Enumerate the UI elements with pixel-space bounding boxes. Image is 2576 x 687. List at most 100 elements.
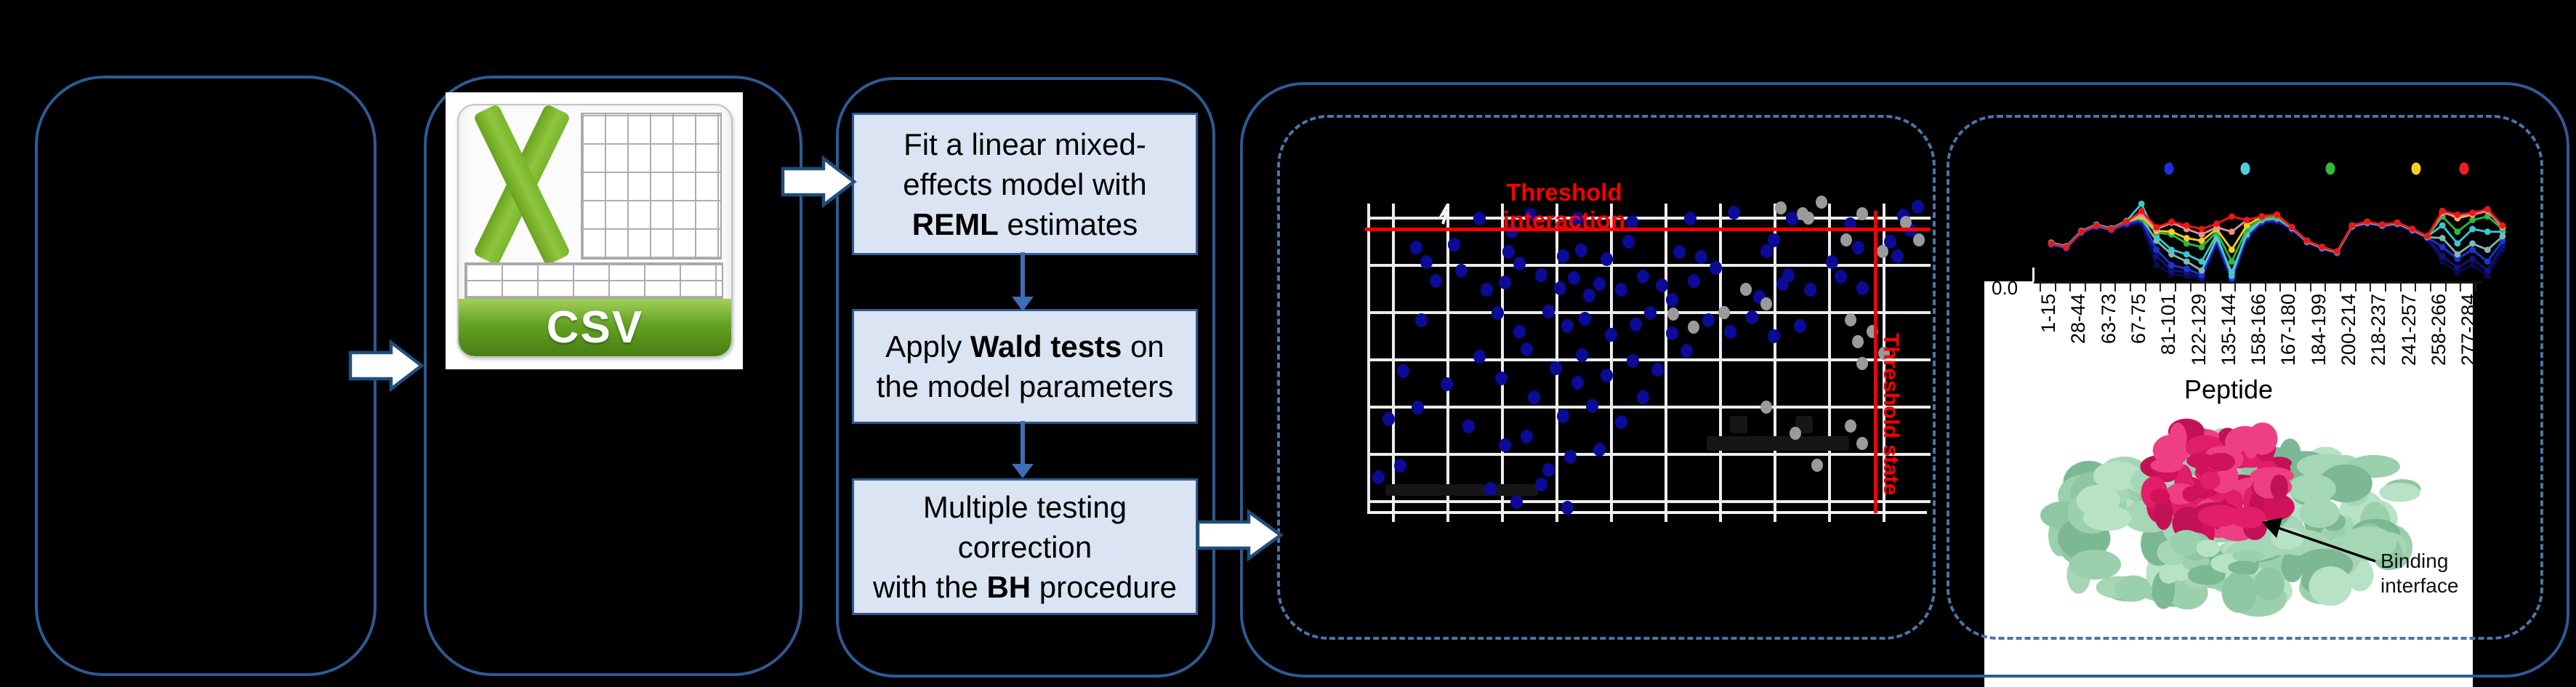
uptake-marker (2198, 267, 2205, 274)
data-point (1550, 361, 1562, 375)
flow-step-line: Apply Wald tests on (885, 329, 1164, 363)
uptake-marker (2183, 240, 2190, 247)
uptake-marker (2063, 244, 2070, 251)
protein-structure-image (2040, 418, 2421, 617)
gridline-v (1665, 204, 1667, 513)
data-point (1462, 419, 1475, 433)
uptake-marker (2123, 218, 2130, 225)
scatter-title: Threshold interaction (1502, 179, 1626, 233)
uptake-marker (2379, 221, 2386, 228)
data-point (1557, 409, 1569, 423)
uptake-line-chart (2048, 162, 2506, 284)
data-point (1651, 363, 1664, 377)
legend-dot (2325, 162, 2335, 175)
axis-tick (2325, 284, 2327, 292)
axis-tick (2099, 284, 2101, 292)
x-axis-line (2034, 281, 2482, 284)
uptake-marker (2319, 244, 2326, 251)
axis-tick (2429, 284, 2431, 292)
uptake-marker (2424, 233, 2431, 240)
data-point (1561, 319, 1574, 333)
data-point (1430, 274, 1442, 288)
uptake-marker (2198, 244, 2205, 251)
uptake-marker (2153, 246, 2160, 253)
uptake-marker (2183, 265, 2190, 273)
data-point-gray (1845, 419, 1856, 433)
data-point (1484, 482, 1497, 496)
binding-interface-line2: interface (2380, 574, 2459, 597)
uptake-marker (2454, 255, 2461, 262)
data-point (1728, 206, 1740, 220)
axis-tick (2309, 284, 2311, 292)
uptake-marker (2183, 222, 2190, 229)
protein-center-blob (2206, 452, 2236, 471)
data-point (1535, 478, 1547, 491)
data-point (1524, 208, 1537, 222)
uptake-marker (2454, 211, 2461, 218)
data-point (1557, 249, 1569, 263)
axis-tick (2189, 284, 2191, 292)
protein-center-blob (2231, 506, 2266, 529)
data-point-gray (1856, 437, 1868, 450)
uptake-marker (2469, 217, 2476, 224)
data-point (1710, 261, 1722, 275)
data-point (1615, 283, 1627, 297)
protein-body-blob (2115, 575, 2152, 602)
flow-step-line: Multiple testing (922, 489, 1127, 524)
data-point (1455, 264, 1468, 278)
peptide-axis-image: 0.0 1-15 28-44 63-73 67-75 81-101 122-129 135-… (1984, 268, 2482, 687)
y-axis-zero-label: 0.0 (1992, 277, 2018, 299)
protein-body-blob (2221, 571, 2258, 614)
data-point (1630, 318, 1642, 332)
uptake-marker (2499, 222, 2506, 229)
uptake-marker (2439, 244, 2446, 251)
uptake-marker (2258, 213, 2266, 220)
data-point (1593, 277, 1606, 291)
data-point (1656, 278, 1668, 292)
gridline-v (1828, 204, 1831, 513)
data-point (1605, 328, 1617, 342)
protein-body-blob (2339, 526, 2397, 561)
protein-center-blob (2150, 458, 2184, 473)
data-point (1554, 281, 1566, 295)
uptake-marker (2168, 228, 2175, 236)
legend-dot (2164, 162, 2174, 175)
gridline-h (1367, 217, 1931, 220)
data-point (1481, 283, 1493, 297)
uptake-marker (2499, 237, 2506, 244)
uptake-marker (2198, 271, 2205, 278)
uptake-marker (2183, 251, 2190, 258)
uptake-marker (2439, 252, 2446, 260)
data-point-gray (1740, 283, 1752, 296)
axis-tick (2234, 284, 2237, 292)
protein-body-blob (2227, 561, 2259, 574)
protein-body-blob (2170, 530, 2203, 556)
data-point (1528, 390, 1540, 404)
uptake-marker (2439, 222, 2446, 229)
axis-tick (2474, 284, 2476, 292)
data-point (1615, 415, 1627, 429)
data-point (1688, 274, 1700, 288)
protein-body-blob (2254, 567, 2285, 601)
axis-tick (2295, 284, 2297, 292)
legend-dot (2240, 162, 2250, 175)
uptake-marker (2093, 222, 2100, 229)
data-point (1564, 450, 1577, 464)
protein-body-blob (2299, 499, 2340, 529)
data-point (1673, 245, 1686, 259)
axis-tick (1446, 514, 1449, 522)
uptake-marker (2198, 258, 2205, 265)
uptake-marker (2484, 273, 2491, 279)
uptake-marker (2409, 225, 2416, 233)
axis-tick (2054, 284, 2056, 292)
uptake-marker (2348, 222, 2356, 229)
gridline-v (1446, 204, 1449, 513)
uptake-marker (2168, 218, 2175, 225)
data-point (1499, 438, 1511, 452)
data-point-gray (1667, 308, 1679, 321)
axis-tick (2219, 284, 2221, 292)
data-point (1397, 364, 1409, 378)
